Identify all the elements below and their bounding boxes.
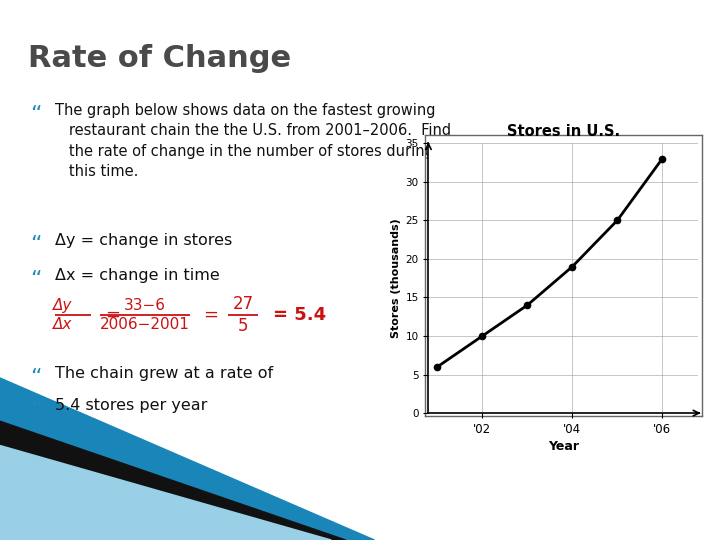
Text: “: “ (30, 235, 42, 255)
Text: “: “ (30, 105, 42, 125)
Text: The graph below shows data on the fastest growing
   restaurant chain the the U.: The graph below shows data on the fastes… (55, 103, 451, 179)
Text: 5: 5 (238, 317, 248, 335)
Title: Stores in U.S.: Stores in U.S. (507, 124, 620, 139)
Text: =: = (203, 306, 218, 324)
Y-axis label: Stores (thousands): Stores (thousands) (391, 218, 401, 338)
Text: = 5.4: = 5.4 (273, 306, 326, 324)
Text: Rate of Change: Rate of Change (28, 44, 291, 73)
Text: 5.4 stores per year: 5.4 stores per year (55, 398, 207, 413)
Text: Δy = change in stores: Δy = change in stores (55, 233, 233, 248)
Text: “: “ (30, 400, 42, 420)
Text: Δy: Δy (53, 298, 73, 313)
Text: 2006−2001: 2006−2001 (100, 317, 190, 332)
Text: Δx = change in time: Δx = change in time (55, 268, 220, 283)
Text: 27: 27 (233, 295, 253, 313)
Text: The chain grew at a rate of: The chain grew at a rate of (55, 366, 273, 381)
Text: Δx: Δx (53, 317, 73, 332)
Text: “: “ (30, 368, 42, 388)
Text: “: “ (30, 270, 42, 290)
Text: 33−6: 33−6 (124, 298, 166, 313)
X-axis label: Year: Year (548, 440, 579, 453)
Text: =: = (105, 306, 120, 324)
